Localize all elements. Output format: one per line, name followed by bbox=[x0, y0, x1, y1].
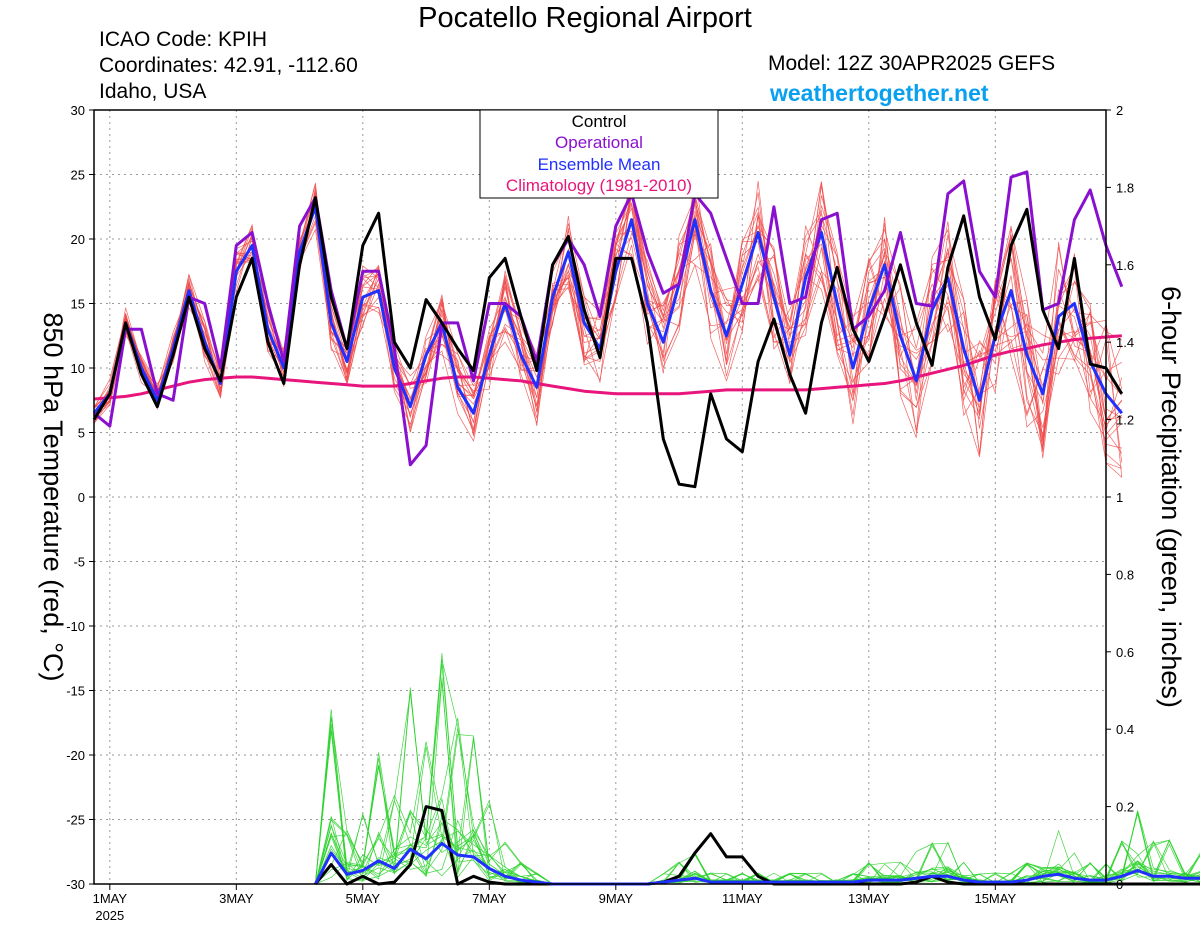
y2-tick-label: 1 bbox=[1116, 490, 1123, 505]
y2-tick-label: 1.6 bbox=[1116, 258, 1134, 273]
precip-ensemble-mean-line bbox=[314, 841, 1200, 886]
coordinates: Coordinates: 42.91, -112.60 bbox=[99, 54, 358, 77]
y2-tick-label: 1.2 bbox=[1116, 413, 1134, 428]
legend-control: Control bbox=[572, 112, 627, 131]
region: Idaho, USA bbox=[99, 80, 207, 103]
y2-tick-label: 0.8 bbox=[1116, 567, 1134, 582]
y2-tick-label: 1.8 bbox=[1116, 180, 1134, 195]
model-run: Model: 12Z 30APR2025 GEFS bbox=[768, 52, 1056, 75]
site-link[interactable]: weathertogether.net bbox=[770, 80, 989, 106]
legend-ensemble-mean: Ensemble Mean bbox=[538, 155, 661, 174]
x-tick-sublabel: 2025 bbox=[95, 908, 124, 923]
x-tick-label: 5MAY bbox=[346, 891, 381, 906]
precip-member-line bbox=[315, 746, 1200, 885]
right-axis-ticks: 0 0.2 0.4 0.6 0.8 1 1.2 1.4 1.6 1.8 2 bbox=[1106, 103, 1134, 892]
legend-operational: Operational bbox=[555, 133, 643, 152]
icao-code: ICAO Code: KPIH bbox=[99, 28, 268, 51]
y2-tick-label: 1.4 bbox=[1116, 335, 1134, 350]
x-tick-label: 11MAY bbox=[722, 891, 763, 906]
y2-tick-label: 0 bbox=[1116, 877, 1123, 892]
precip-member-line bbox=[315, 811, 1200, 885]
precip-member-line bbox=[315, 687, 1200, 885]
left-axis-label: 850 hPa Temperature (red, °C) bbox=[38, 313, 68, 682]
y-tick-label: -25 bbox=[66, 813, 85, 828]
x-tick-label: 15MAY bbox=[974, 891, 1016, 906]
legend-climatology: Climatology (1981-2010) bbox=[506, 176, 692, 195]
y-tick-label: 15 bbox=[71, 297, 85, 312]
x-tick-label: 1MAY bbox=[93, 891, 128, 906]
temp-control-line bbox=[92, 196, 1124, 489]
y2-tick-label: 0.4 bbox=[1116, 722, 1134, 737]
y2-tick-label: 0.6 bbox=[1116, 645, 1134, 660]
y-tick-label: 5 bbox=[78, 426, 85, 441]
temp-operational-line bbox=[93, 170, 1124, 467]
x-tick-label: 9MAY bbox=[599, 891, 634, 906]
y-tick-label: -10 bbox=[66, 619, 85, 634]
precip-member-line bbox=[315, 717, 1200, 885]
temp-member-line bbox=[93, 194, 1123, 438]
y2-tick-label: 2 bbox=[1116, 103, 1123, 118]
y-tick-label: -30 bbox=[66, 877, 85, 892]
y-tick-label: 20 bbox=[71, 232, 85, 247]
precip-member-line bbox=[315, 717, 1200, 885]
precip-member-line bbox=[315, 752, 1200, 885]
grid-lines bbox=[94, 110, 1106, 884]
precip-member-line bbox=[315, 681, 1200, 885]
x-tick-label: 13MAY bbox=[848, 891, 890, 906]
right-axis-label: 6-hour Precipitation (green, inches) bbox=[1156, 286, 1186, 708]
y-tick-label: 25 bbox=[71, 168, 85, 183]
temp-climatology-line bbox=[93, 334, 1122, 401]
y-tick-label: -5 bbox=[73, 555, 85, 570]
y-tick-label: -15 bbox=[66, 684, 85, 699]
y-tick-label: -20 bbox=[66, 748, 85, 763]
y2-tick-label: 0.2 bbox=[1116, 800, 1134, 815]
y-tick-label: 30 bbox=[71, 103, 85, 118]
y-tick-label: 10 bbox=[71, 361, 85, 376]
y-tick-label: 0 bbox=[78, 490, 85, 505]
x-axis-ticks: 1MAY 2025 3MAY 5MAY 7MAY 9MAY 11MAY 13MAY 15MAY bbox=[93, 884, 1016, 923]
left-axis-ticks: -30 -25 -20 -15 -10 -5 0 5 10 15 20 25 30 bbox=[66, 103, 94, 892]
legend-box bbox=[479, 109, 719, 199]
legend: Control Operational Ensemble Mean Climat… bbox=[479, 109, 719, 199]
x-tick-label: 7MAY bbox=[472, 891, 507, 906]
x-tick-label: 3MAY bbox=[219, 891, 254, 906]
page-title: Pocatello Regional Airport bbox=[418, 2, 752, 34]
precip-member-line bbox=[315, 741, 1200, 885]
